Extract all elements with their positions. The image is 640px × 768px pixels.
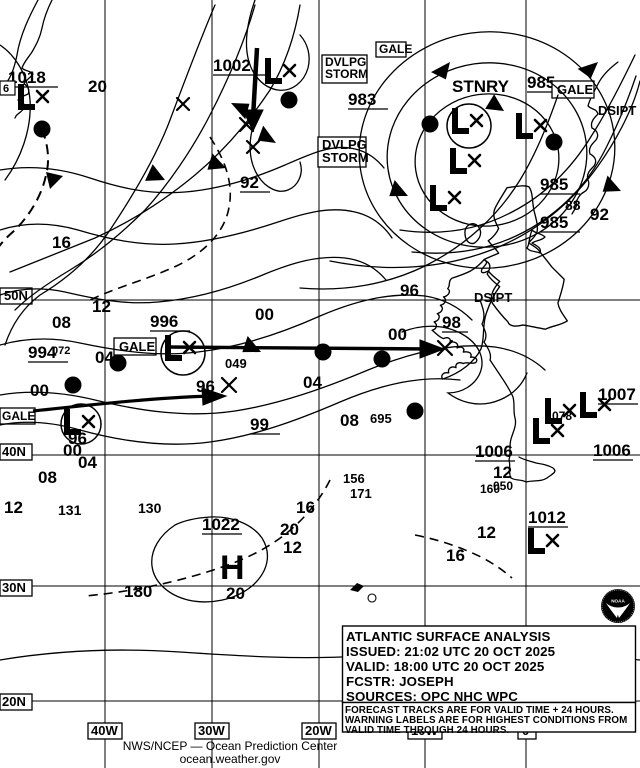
svg-text:GALE: GALE: [379, 42, 412, 56]
svg-text:131: 131: [58, 502, 82, 518]
svg-text:1012: 1012: [528, 508, 566, 527]
svg-text:12: 12: [4, 498, 23, 517]
svg-text:171: 171: [350, 486, 372, 501]
svg-text:1006: 1006: [475, 442, 513, 461]
svg-text:FCSTR: JOSEPH: FCSTR: JOSEPH: [346, 674, 454, 689]
svg-text:156: 156: [343, 471, 365, 486]
svg-text:30N: 30N: [2, 580, 26, 595]
svg-text:12: 12: [477, 523, 496, 542]
svg-text:00: 00: [30, 381, 49, 400]
svg-text:12: 12: [283, 538, 302, 557]
svg-text:40W: 40W: [91, 723, 118, 738]
svg-text:996: 996: [150, 312, 178, 331]
svg-text:GALE: GALE: [557, 82, 593, 97]
svg-text:30W: 30W: [198, 723, 225, 738]
svg-text:049: 049: [225, 356, 247, 371]
svg-text:H: H: [220, 549, 245, 587]
svg-text:1006: 1006: [593, 441, 631, 460]
svg-text:NWS/NCEP — Ocean Prediction Ce: NWS/NCEP — Ocean Prediction Center: [123, 739, 338, 753]
svg-text:6: 6: [3, 83, 9, 95]
svg-text:ATLANTIC SURFACE ANALYSIS: ATLANTIC SURFACE ANALYSIS: [346, 629, 550, 644]
svg-text:GALE: GALE: [2, 409, 35, 423]
svg-text:96: 96: [400, 281, 419, 300]
svg-text:1007: 1007: [598, 385, 636, 404]
svg-text:STORM: STORM: [325, 67, 368, 81]
svg-text:1002: 1002: [213, 56, 251, 75]
svg-text:VALID: 18:00 UTC 20 OCT 2025: VALID: 18:00 UTC 20 OCT 2025: [346, 659, 545, 674]
svg-text:40N: 40N: [2, 444, 26, 459]
svg-text:180: 180: [124, 582, 152, 601]
svg-text:072: 072: [52, 345, 70, 357]
svg-text:20N: 20N: [2, 694, 26, 709]
svg-text:08: 08: [52, 313, 71, 332]
svg-text:NOAA: NOAA: [611, 599, 625, 604]
svg-text:00: 00: [388, 325, 407, 344]
svg-text:08: 08: [38, 468, 57, 487]
svg-text:695: 695: [370, 411, 392, 426]
svg-text:160: 160: [480, 482, 500, 496]
svg-text:DSIPT: DSIPT: [474, 290, 512, 305]
svg-text:20: 20: [88, 77, 107, 96]
svg-text:20: 20: [280, 520, 299, 539]
svg-text:VALID TIME THROUGH 24 HOURS.: VALID TIME THROUGH 24 HOURS.: [345, 725, 509, 736]
svg-text:STORM: STORM: [322, 150, 369, 165]
svg-text:00: 00: [255, 305, 274, 324]
svg-text:04: 04: [78, 453, 97, 472]
svg-text:ISSUED: 21:02 UTC 20 OCT 2025: ISSUED: 21:02 UTC 20 OCT 2025: [346, 644, 556, 659]
svg-text:08: 08: [340, 411, 359, 430]
svg-text:ocean.weather.gov: ocean.weather.gov: [180, 752, 281, 766]
svg-text:STNRY: STNRY: [452, 77, 510, 96]
svg-text:130: 130: [138, 500, 162, 516]
svg-text:SOURCES: OPC NHC WPC: SOURCES: OPC NHC WPC: [346, 689, 518, 704]
svg-text:20W: 20W: [305, 723, 332, 738]
